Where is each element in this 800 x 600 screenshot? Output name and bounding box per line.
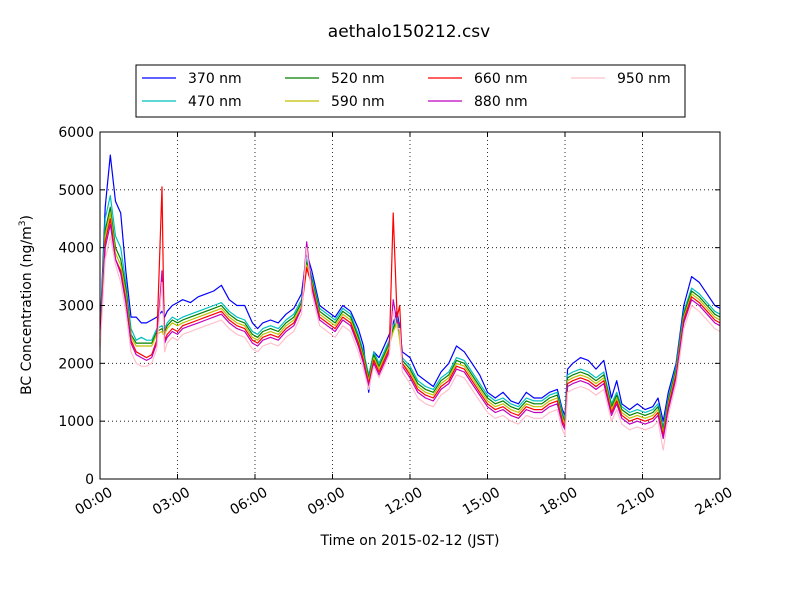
x-tick-label: 03:00: [150, 485, 193, 519]
x-tick-label: 24:00: [693, 485, 736, 519]
x-tick-label: 12:00: [383, 485, 426, 519]
y-axis-label-close: ): [19, 215, 35, 220]
y-tick-label: 4000: [58, 241, 94, 257]
series-line-880-nm: [99, 223, 721, 440]
x-tick-label: 09:00: [305, 485, 348, 519]
y-tick-label: 5000: [58, 183, 94, 199]
x-axis-label: Time on 2015-02-12 (JST): [320, 533, 500, 549]
y-tick-label: 2000: [58, 356, 94, 372]
x-tick-label: 06:00: [228, 485, 271, 519]
chart-title: aethalo150212.csv: [328, 22, 490, 42]
x-tick-label: 00:00: [73, 485, 116, 519]
y-tick-label: 3000: [58, 299, 94, 315]
y-axis-label-main: BC Concentration (ng/m: [19, 226, 35, 395]
legend-label: 520 nm: [331, 71, 385, 87]
y-tick-label: 0: [85, 472, 94, 488]
grid: [100, 132, 720, 479]
legend-label: 880 nm: [474, 94, 528, 110]
y-tick-label: 6000: [58, 125, 94, 141]
legend: 370 nm 470 nm 520 nm 590 nm 660 nm 880 nm 950 …: [135, 64, 686, 118]
legend-label: 370 nm: [188, 71, 242, 87]
y-axis-label-sup: 3: [18, 221, 28, 227]
y-tick-label: 1000: [58, 414, 94, 430]
legend-label: 950 nm: [617, 71, 671, 87]
legend-label: 660 nm: [474, 71, 528, 87]
x-tick-label: 18:00: [538, 485, 581, 519]
y-axis-label-group: BC Concentration (ng/m3): [18, 215, 35, 395]
series-line-660-nm: [99, 186, 721, 437]
y-axis-label: BC Concentration (ng/m3): [18, 215, 35, 395]
series-line-950-nm: [99, 235, 721, 451]
legend-box: [135, 64, 686, 118]
x-tick-label: 21:00: [615, 485, 658, 519]
legend-label: 590 nm: [331, 94, 385, 110]
x-tick-label: 15:00: [460, 485, 503, 519]
legend-label: 470 nm: [188, 94, 242, 110]
series-line-590-nm: [99, 212, 721, 434]
series-lines: [99, 154, 721, 451]
